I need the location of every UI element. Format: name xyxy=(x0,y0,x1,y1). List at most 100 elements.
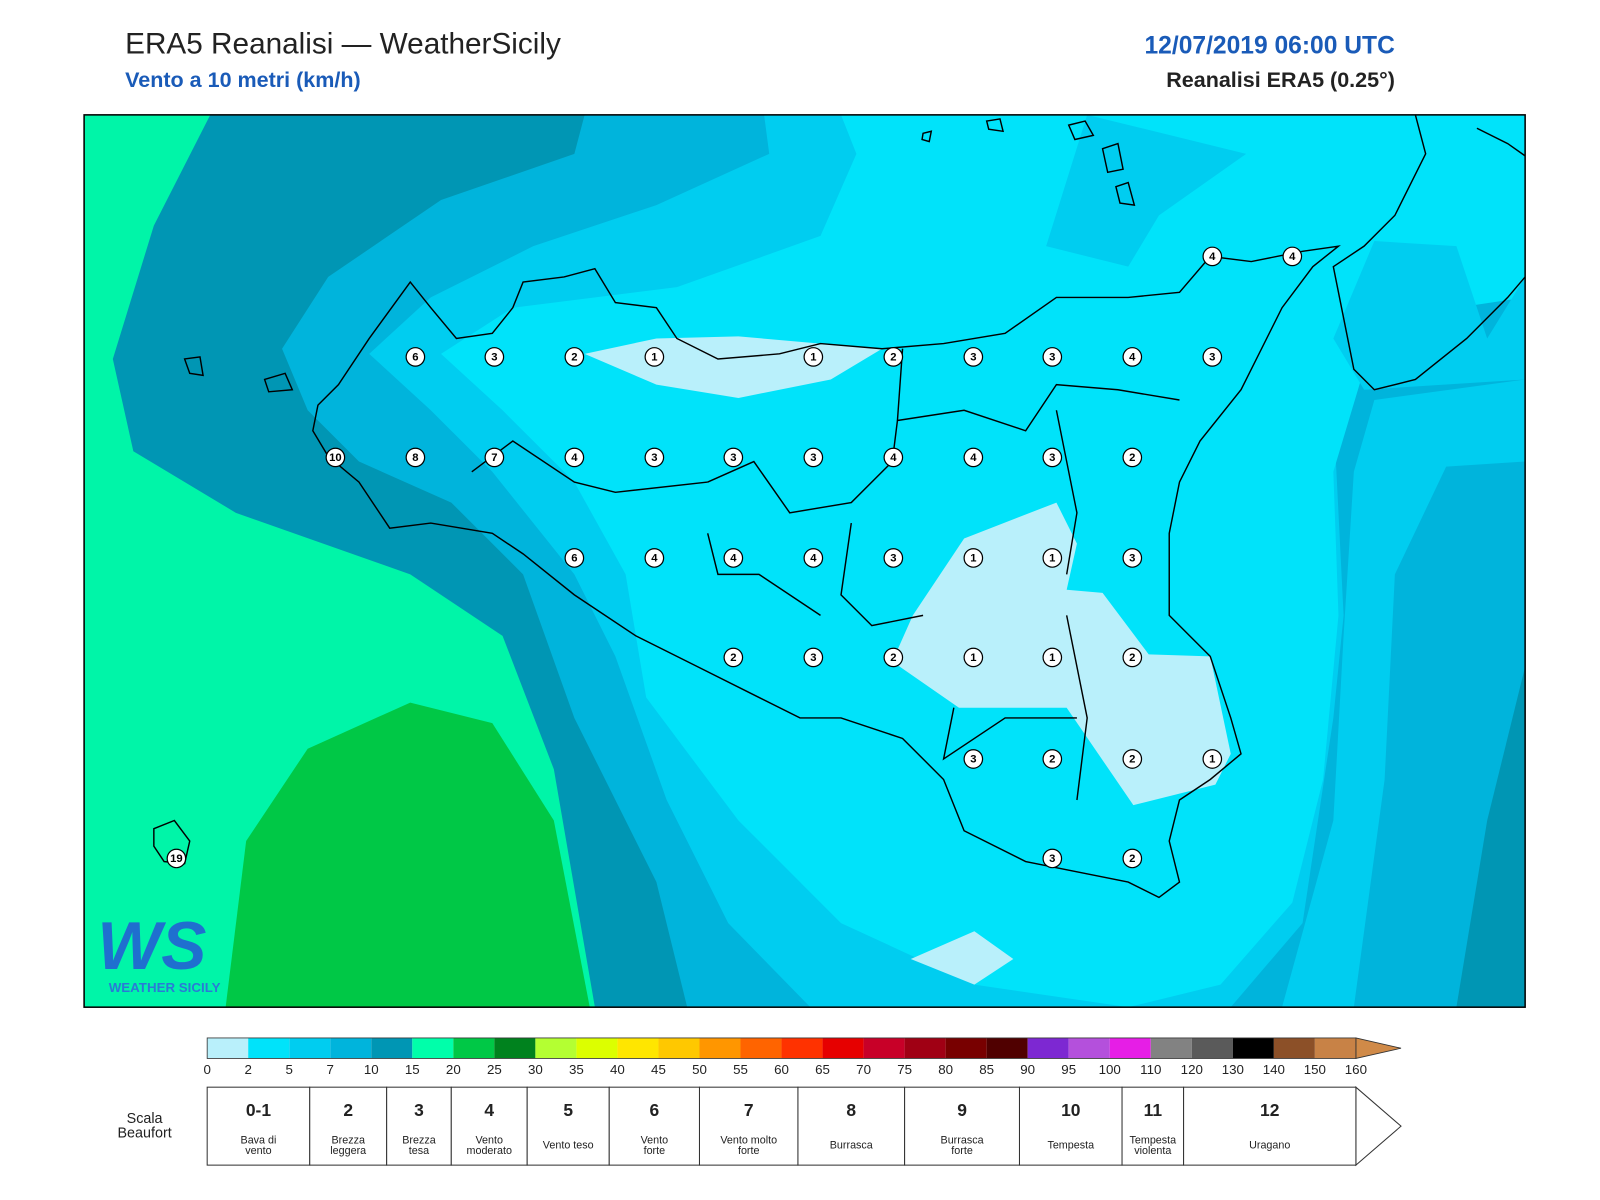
station-marker xyxy=(325,447,346,468)
legend-arrow xyxy=(1355,1037,1402,1059)
beaufort-label: Vento molto xyxy=(720,1135,777,1147)
station-marker xyxy=(1202,246,1223,267)
beaufort-box xyxy=(450,1086,528,1166)
station: 4 xyxy=(963,447,984,468)
station: 2 xyxy=(1122,848,1143,869)
beaufort-number: 0-1 xyxy=(246,1100,271,1120)
station: 1 xyxy=(963,548,984,568)
station-marker xyxy=(1122,647,1143,668)
station: 2 xyxy=(1122,749,1143,769)
station-marker xyxy=(723,647,744,668)
station-marker xyxy=(484,347,505,367)
station-value: 3 xyxy=(890,552,896,564)
beaufort-number: 10 xyxy=(1061,1100,1080,1120)
legend-tick-label: 70 xyxy=(856,1062,871,1077)
station: 3 xyxy=(723,447,744,468)
beaufort-number: 7 xyxy=(744,1100,754,1120)
legend-swatch xyxy=(248,1037,290,1059)
station: 6 xyxy=(564,548,585,568)
station: 4 xyxy=(1122,347,1143,367)
station-value: 2 xyxy=(730,652,736,664)
station: 3 xyxy=(963,749,984,769)
legend-tick-label: 5 xyxy=(286,1062,293,1077)
legend-tick-label: 85 xyxy=(979,1062,994,1077)
beaufort-label: Burrasca xyxy=(830,1140,873,1152)
station: 4 xyxy=(644,548,665,568)
legend-tick-label: 15 xyxy=(405,1062,420,1077)
legend-tick-label: 30 xyxy=(528,1062,543,1077)
station-marker xyxy=(1042,749,1063,769)
station: 2 xyxy=(883,647,904,668)
beaufort-number: 12 xyxy=(1260,1100,1279,1120)
station-marker xyxy=(1202,347,1223,367)
station-value: 4 xyxy=(1289,251,1296,263)
station: 1 xyxy=(1202,749,1223,769)
station-value: 3 xyxy=(970,753,976,765)
legend-swatch xyxy=(822,1037,864,1059)
station: 1 xyxy=(1042,647,1063,668)
beaufort-label: Bava di xyxy=(241,1135,277,1147)
beaufort-number: 9 xyxy=(957,1100,967,1120)
legend-swatch xyxy=(371,1037,413,1059)
station-marker xyxy=(963,647,984,668)
datetime: 12/07/2019 06:00 UTC xyxy=(1144,32,1395,59)
legend-tick-label: 160 xyxy=(1345,1062,1367,1077)
station: 4 xyxy=(883,447,904,468)
station: 2 xyxy=(564,347,585,367)
legend-tick-label: 40 xyxy=(610,1062,625,1077)
station-marker xyxy=(883,447,904,468)
legend-tick-label: 7 xyxy=(327,1062,334,1077)
station: 3 xyxy=(484,347,505,367)
station-value: 3 xyxy=(491,351,497,363)
beaufort-box xyxy=(1018,1086,1123,1166)
station-marker xyxy=(883,548,904,568)
coastlines xyxy=(153,114,1526,899)
station: 3 xyxy=(1042,848,1063,869)
legend-swatch xyxy=(1232,1037,1274,1059)
station-marker xyxy=(963,347,984,367)
legend-swatch xyxy=(1273,1037,1315,1059)
beaufort-label: Tempesta xyxy=(1130,1135,1177,1147)
station-value: 6 xyxy=(412,351,418,363)
station-marker xyxy=(1122,749,1143,769)
legend-swatch xyxy=(1068,1037,1110,1059)
legend-swatch xyxy=(904,1037,946,1059)
beaufort-number: 11 xyxy=(1144,1100,1163,1120)
legend-swatch xyxy=(207,1037,249,1059)
legend-swatch xyxy=(1109,1037,1151,1059)
station-value: 4 xyxy=(1209,251,1216,263)
station: 4 xyxy=(564,447,585,468)
station: 3 xyxy=(1042,447,1063,468)
legend-tick-label: 65 xyxy=(815,1062,830,1077)
station-marker xyxy=(1042,647,1063,668)
station-marker xyxy=(1122,548,1143,568)
station-value: 2 xyxy=(1049,753,1055,765)
beaufort-number: 8 xyxy=(846,1100,856,1120)
beaufort-box xyxy=(1121,1086,1185,1166)
station-value: 2 xyxy=(890,351,896,363)
station: 4 xyxy=(1282,246,1303,267)
beaufort-label: Brezza xyxy=(402,1135,435,1147)
station-value: 3 xyxy=(1049,351,1055,363)
station-marker xyxy=(1282,246,1303,267)
legend-swatch xyxy=(945,1037,987,1059)
beaufort-number: 4 xyxy=(484,1100,494,1120)
legend-swatch xyxy=(494,1037,536,1059)
legend-swatch xyxy=(617,1037,659,1059)
legend-tick-label: 80 xyxy=(938,1062,953,1077)
legend-swatch xyxy=(1314,1037,1356,1059)
beaufort-box xyxy=(608,1086,700,1166)
legend-tick-label: 100 xyxy=(1099,1062,1121,1077)
station-marker xyxy=(644,347,665,367)
station-marker xyxy=(564,447,585,468)
legend-swatch xyxy=(986,1037,1028,1059)
station-marker xyxy=(1122,347,1143,367)
station-value: 1 xyxy=(1209,753,1215,765)
station-value: 4 xyxy=(1129,351,1136,363)
legend-swatch xyxy=(576,1037,618,1059)
station-marker xyxy=(405,347,426,367)
station-marker xyxy=(803,447,824,468)
station-marker xyxy=(723,447,744,468)
station: 7 xyxy=(484,447,505,468)
